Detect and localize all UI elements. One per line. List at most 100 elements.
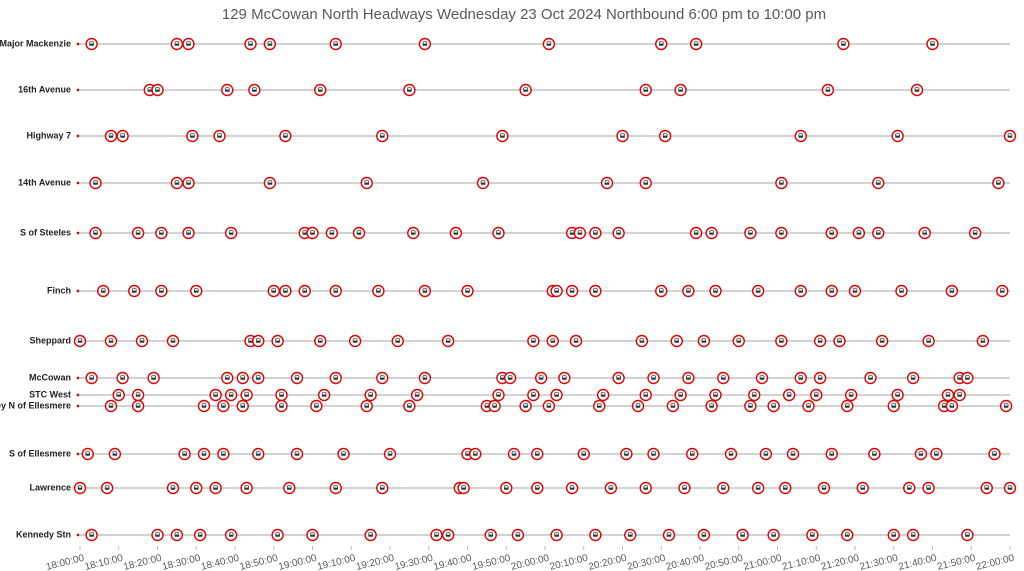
- x-tick-label: 20:50:00: [704, 553, 745, 571]
- bus-marker: [844, 388, 858, 402]
- bus-window: [159, 289, 163, 291]
- bus-marker: [817, 481, 831, 495]
- bus-window: [958, 376, 962, 378]
- bus-icon: [643, 87, 649, 92]
- bus-window: [841, 42, 845, 44]
- bus-icon: [616, 230, 621, 235]
- bus-marker: [329, 37, 342, 51]
- bus-window: [334, 486, 338, 488]
- bus-marker: [736, 528, 749, 542]
- bus-icon: [356, 230, 362, 235]
- bus-marker: [182, 37, 195, 51]
- bus-icon: [693, 230, 699, 235]
- bus-marker: [1003, 129, 1017, 143]
- bus-window: [896, 393, 900, 395]
- bus-marker: [263, 176, 277, 190]
- x-tick-label: 20:10:00: [549, 553, 590, 571]
- bus-window: [221, 404, 225, 406]
- bus-icon: [407, 87, 412, 92]
- bus-icon: [829, 230, 835, 235]
- bus-window: [186, 42, 191, 44]
- bus-window: [710, 231, 714, 233]
- bus-marker: [224, 226, 238, 240]
- bus-window: [624, 452, 628, 454]
- bus-marker: [709, 388, 722, 402]
- bus-window: [268, 42, 272, 44]
- bus-icon: [283, 133, 288, 138]
- bus-marker: [751, 284, 765, 298]
- bus-window: [465, 289, 470, 291]
- bus-marker: [279, 284, 292, 298]
- bus-window: [380, 134, 384, 136]
- bus-marker: [531, 447, 544, 461]
- bus-marker: [910, 83, 924, 97]
- bus-marker: [503, 371, 517, 385]
- bus-marker: [108, 447, 122, 461]
- bus-marker: [209, 388, 222, 402]
- bus-window: [826, 88, 830, 90]
- bus-window: [799, 134, 803, 136]
- bus-marker: [550, 284, 563, 298]
- bus-marker: [825, 447, 838, 461]
- bus-icon: [379, 133, 385, 138]
- bus-window: [702, 339, 706, 341]
- bus-marker: [182, 176, 195, 190]
- bus-marker: [217, 447, 230, 461]
- x-tick-label: 18:50:00: [239, 553, 280, 571]
- bus-marker: [895, 284, 908, 298]
- bus-marker: [887, 399, 900, 413]
- bus-marker: [941, 388, 955, 402]
- bus-window: [535, 452, 539, 454]
- bus-window: [946, 393, 950, 395]
- bus-window: [248, 339, 253, 341]
- bus-marker: [589, 226, 602, 240]
- bus-marker: [670, 334, 683, 348]
- bus-window: [380, 486, 384, 488]
- bus-window: [512, 452, 516, 454]
- bus-marker: [306, 226, 319, 240]
- bus-window: [721, 486, 725, 488]
- bus-window: [283, 134, 287, 136]
- bus-marker: [930, 447, 943, 461]
- bus-window: [772, 533, 776, 535]
- bus-icon: [643, 180, 649, 185]
- bus-icon: [317, 87, 323, 92]
- bus-marker: [918, 226, 931, 240]
- bus-marker: [891, 129, 904, 143]
- bus-window: [462, 486, 466, 488]
- bus-marker: [403, 83, 416, 97]
- bus-marker: [662, 528, 676, 542]
- bus-window: [357, 231, 361, 233]
- bus-icon: [120, 133, 125, 138]
- bus-marker: [81, 447, 94, 461]
- bus-window: [927, 339, 931, 341]
- bus-window: [105, 486, 109, 488]
- bus-window: [516, 533, 520, 535]
- bus-marker: [236, 371, 249, 385]
- bus-window: [194, 289, 198, 291]
- bus-window: [322, 393, 326, 395]
- bus-window: [535, 486, 539, 488]
- bus-marker: [166, 481, 180, 495]
- bus-window: [675, 339, 679, 341]
- bus-marker: [186, 129, 199, 143]
- bus-marker: [802, 399, 815, 413]
- bus-window: [276, 533, 280, 535]
- bus-icon: [155, 87, 160, 92]
- bus-window: [772, 404, 776, 406]
- bus-marker: [825, 284, 838, 298]
- bus-window: [256, 452, 260, 454]
- bus-marker: [364, 388, 377, 402]
- x-tick-label: 18:10:00: [84, 553, 125, 571]
- bus-icon: [93, 230, 98, 235]
- bus-icon: [228, 230, 234, 235]
- bus-window: [915, 88, 919, 90]
- bus-window: [578, 231, 582, 233]
- bus-window: [365, 181, 369, 183]
- bus-window: [109, 134, 113, 136]
- bus-window: [423, 376, 427, 378]
- bus-window: [992, 452, 997, 454]
- bus-marker: [100, 481, 114, 495]
- bus-window: [155, 533, 160, 535]
- x-tick-label: 18:20:00: [122, 553, 163, 571]
